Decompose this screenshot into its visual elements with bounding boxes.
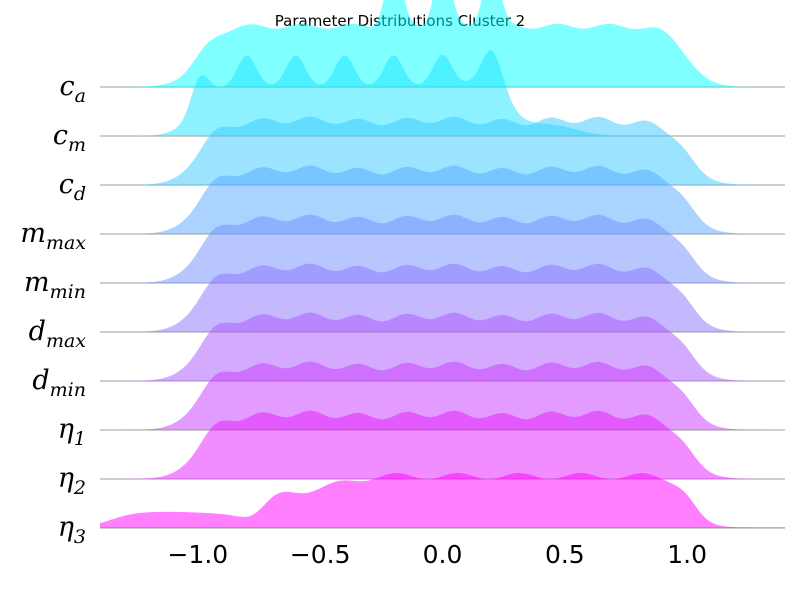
- row-label-d_max: dmax: [29, 316, 87, 352]
- row-label-eta_2: η2: [58, 463, 86, 499]
- ridges-group: [100, 0, 785, 529]
- row-label-eta_1: η1: [58, 414, 86, 450]
- x-tick-label: 0.5: [545, 540, 585, 569]
- ridge-m_max: [100, 165, 785, 234]
- x-tick-label: 0.0: [423, 540, 463, 569]
- ridge-d_max: [100, 263, 785, 332]
- ridge-m_min: [100, 214, 785, 283]
- row-label-eta_3: η3: [58, 512, 86, 548]
- x-tick-label: −1.0: [167, 540, 228, 569]
- row-label-c_a: ca: [60, 71, 86, 107]
- x-axis-ticks: −1.0 −0.5 0.0 0.5 1.0: [167, 540, 707, 569]
- ridge-eta_1: [100, 361, 785, 430]
- row-label-c_d: cd: [59, 169, 86, 205]
- ridge-c_d: [100, 116, 785, 185]
- x-tick-label: −0.5: [290, 540, 351, 569]
- ridge-c_a: [100, 0, 785, 87]
- ridge-eta_3: [100, 472, 785, 528]
- ridge-d_min: [100, 312, 785, 381]
- row-label-c_m: cm: [53, 120, 86, 156]
- x-tick-label: 1.0: [667, 540, 707, 569]
- row-label-m_max: mmax: [20, 218, 86, 254]
- row-label-m_min: mmin: [24, 267, 86, 303]
- row-label-d_min: dmin: [32, 365, 86, 401]
- ridge-c_m: [100, 50, 785, 136]
- row-labels-group: ca cm cd mmax mmin dmax dmin η1 η2 η3: [20, 71, 86, 548]
- ridge-eta_2: [100, 410, 785, 479]
